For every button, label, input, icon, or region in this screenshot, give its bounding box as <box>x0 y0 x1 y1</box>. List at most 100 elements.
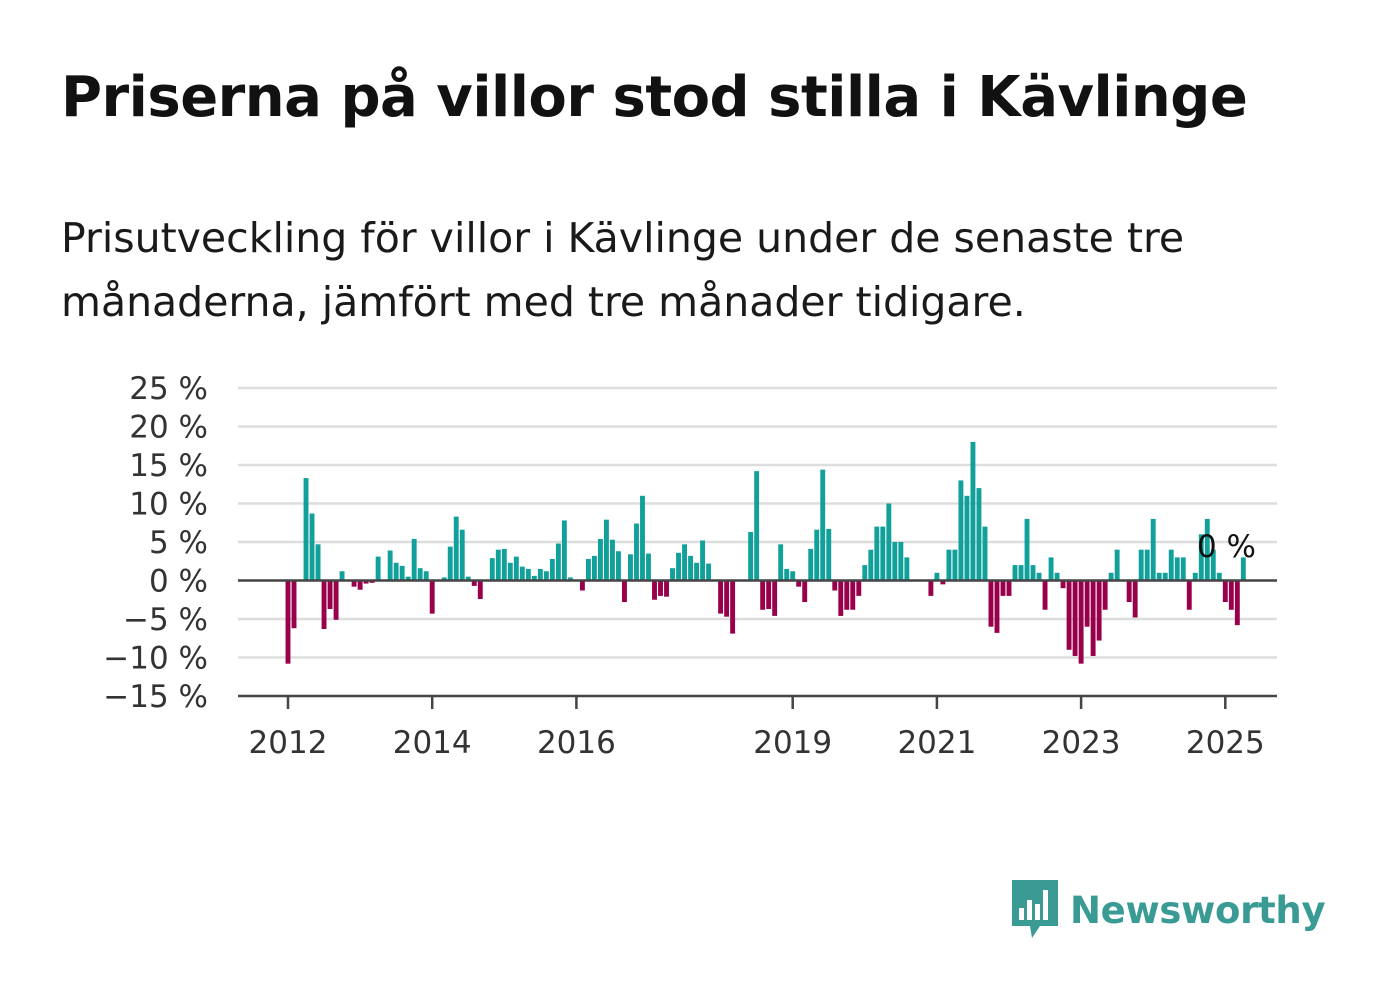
bar <box>670 568 675 581</box>
bar <box>1054 572 1060 581</box>
bar <box>970 441 976 581</box>
x-tick-label: 2023 <box>1042 725 1121 761</box>
brand-name: Newsworthy <box>1070 888 1326 932</box>
y-tick-label: −5 % <box>123 602 208 638</box>
bar <box>465 576 471 581</box>
bar <box>357 580 363 590</box>
y-tick-label: 15 % <box>129 448 208 484</box>
bar <box>1138 549 1144 581</box>
bar <box>1126 580 1132 603</box>
bar <box>459 529 465 581</box>
bar <box>754 471 760 581</box>
y-tick-label: 20 % <box>129 410 208 446</box>
bar <box>688 555 694 581</box>
bar <box>531 575 537 581</box>
bar <box>646 553 651 581</box>
bar <box>994 580 1000 633</box>
bar <box>652 580 657 600</box>
page-title: Priserna på villor stod stilla i Kävling… <box>61 65 1248 130</box>
bar <box>1096 580 1102 641</box>
bar <box>399 565 405 581</box>
bar <box>1150 518 1156 581</box>
x-tick-label: 2021 <box>897 725 976 761</box>
y-tick-label: 10 % <box>129 487 208 523</box>
bar <box>513 556 519 581</box>
bar <box>982 526 988 581</box>
bar <box>1222 580 1228 603</box>
bar <box>1234 580 1240 626</box>
bar <box>724 580 730 617</box>
bar <box>285 580 291 664</box>
bar <box>441 577 447 581</box>
bar <box>838 580 844 616</box>
bar <box>706 563 712 581</box>
bar <box>1108 572 1114 581</box>
x-tick-label: 2012 <box>249 725 328 761</box>
bar <box>784 568 790 581</box>
bar <box>1180 557 1186 581</box>
bar <box>640 495 645 581</box>
bar <box>904 557 910 581</box>
bar <box>964 495 970 581</box>
bar <box>1162 572 1168 581</box>
bar <box>1066 580 1072 650</box>
bar <box>760 580 766 610</box>
bar <box>700 540 706 581</box>
x-tick-label: 2016 <box>537 725 616 761</box>
bar <box>1186 580 1192 610</box>
bar <box>988 580 994 627</box>
bar <box>501 548 507 581</box>
bar <box>549 558 555 581</box>
bar <box>634 523 639 581</box>
bar <box>946 549 952 581</box>
bar <box>537 568 543 581</box>
bar <box>1018 565 1024 581</box>
bar <box>351 580 357 587</box>
bar <box>766 580 772 609</box>
bar <box>940 580 946 585</box>
bar <box>411 538 417 581</box>
bar <box>718 580 724 614</box>
bar <box>489 558 495 581</box>
bar <box>387 550 393 581</box>
bar <box>417 568 423 581</box>
bar <box>507 562 513 581</box>
bar <box>1090 580 1096 656</box>
bar <box>1144 549 1150 581</box>
bar <box>892 542 898 581</box>
bar <box>477 580 483 599</box>
bar <box>658 580 663 596</box>
x-tick-label: 2019 <box>753 725 832 761</box>
y-tick-label: −15 % <box>103 679 208 715</box>
bar <box>1198 534 1204 581</box>
bar <box>339 571 345 581</box>
bar <box>453 516 459 581</box>
y-tick-label: 25 % <box>129 371 208 407</box>
bar <box>952 549 958 581</box>
bar <box>886 503 892 581</box>
bar <box>856 580 862 596</box>
bar <box>1132 580 1138 618</box>
page-subtitle: Prisutveckling för villor i Kävlinge und… <box>61 214 1185 326</box>
bar <box>1228 580 1234 610</box>
bar <box>1174 557 1180 581</box>
bar <box>591 555 597 581</box>
bar <box>676 552 681 581</box>
y-axis-tick-labels: 25 %20 %15 %10 %5 %0 %−5 %−10 %−15 % <box>103 371 208 715</box>
bar <box>862 565 868 581</box>
bar <box>1192 572 1198 581</box>
bar <box>1048 557 1054 581</box>
bar <box>664 580 669 597</box>
bar <box>682 544 687 581</box>
bar <box>405 576 411 581</box>
bar <box>976 488 982 581</box>
bar <box>327 580 333 609</box>
bar <box>610 539 615 581</box>
bar <box>790 571 796 581</box>
latest-value-label: 0 % <box>1197 529 1256 565</box>
bar <box>429 580 435 614</box>
bar <box>393 562 399 581</box>
bar <box>628 554 633 581</box>
bar <box>1168 549 1174 581</box>
bar <box>471 580 477 586</box>
